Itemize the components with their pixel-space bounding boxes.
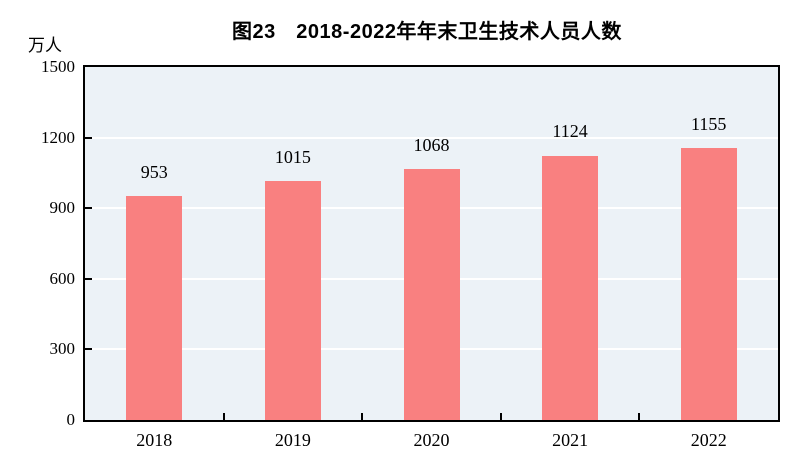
y-axis-tick [85, 277, 92, 280]
bar-2021 [542, 155, 599, 420]
y-tick-label: 1500 [41, 57, 75, 76]
x-category-label: 2018 [136, 430, 173, 450]
bar-2019 [264, 181, 321, 420]
x-axis-tick [499, 413, 502, 420]
y-tick-label: 300 [49, 339, 76, 359]
gridline [85, 136, 778, 139]
bar-value-label: 1124 [552, 121, 588, 142]
plot-area [83, 65, 780, 422]
y-tick-label: 600 [49, 268, 76, 288]
y-axis-tick [85, 207, 92, 210]
y-axis-tick [85, 348, 92, 351]
bar-value-label: 1155 [691, 114, 727, 135]
y-axis-unit-label: 万人 [28, 36, 62, 55]
x-axis-tick [222, 413, 225, 420]
y-axis-tick [85, 136, 92, 139]
bar-value-label: 953 [140, 161, 168, 182]
x-axis-tick [638, 413, 641, 420]
x-category-label: 2019 [274, 430, 311, 450]
y-tick-label: 900 [49, 198, 76, 218]
chart-title: 图23 2018-2022年年末卫生技术人员人数 [232, 21, 622, 43]
y-tick-label: 1200 [41, 127, 75, 147]
x-category-label: 2020 [413, 430, 450, 450]
bar-value-label: 1015 [274, 147, 311, 168]
x-category-label: 2022 [690, 430, 727, 450]
bar-2022 [680, 148, 737, 420]
y-tick-label: 0 [66, 410, 76, 429]
bar-2020 [403, 168, 460, 420]
bar-2018 [126, 195, 183, 420]
x-category-label: 2021 [552, 430, 589, 450]
x-axis-tick [361, 413, 364, 420]
bar-value-label: 1068 [413, 134, 450, 155]
